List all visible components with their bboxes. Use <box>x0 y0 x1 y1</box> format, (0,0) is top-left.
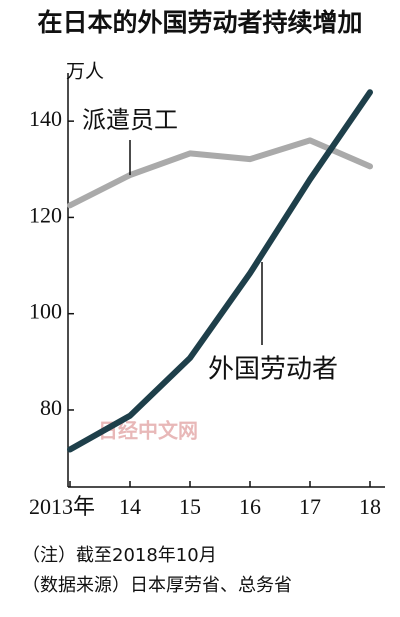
x-tick-label: 16 <box>239 494 261 519</box>
x-tick-label: 2013年 <box>29 494 95 519</box>
x-tick-label: 15 <box>179 494 201 519</box>
line-series <box>67 137 373 209</box>
note: （数据来源）日本厚劳省、总务省 <box>22 575 292 596</box>
note: （注）截至2018年10月 <box>22 545 217 566</box>
y-tick-label: 140 <box>29 106 62 131</box>
y-tick-label: 120 <box>29 202 62 227</box>
x-tick-label: 18 <box>359 494 381 519</box>
x-tick-label: 14 <box>119 494 141 519</box>
line-series <box>67 89 373 453</box>
series-label: 外国劳动者 <box>208 355 338 385</box>
y-tick-label: 80 <box>40 395 62 420</box>
y-unit: 万人 <box>66 61 104 83</box>
x-tick-label: 17 <box>299 494 321 519</box>
series-label: 派遣员工 <box>82 106 178 134</box>
chart-title: 在日本的外国劳动者持续增加 <box>37 8 362 37</box>
y-tick-label: 100 <box>29 299 62 324</box>
